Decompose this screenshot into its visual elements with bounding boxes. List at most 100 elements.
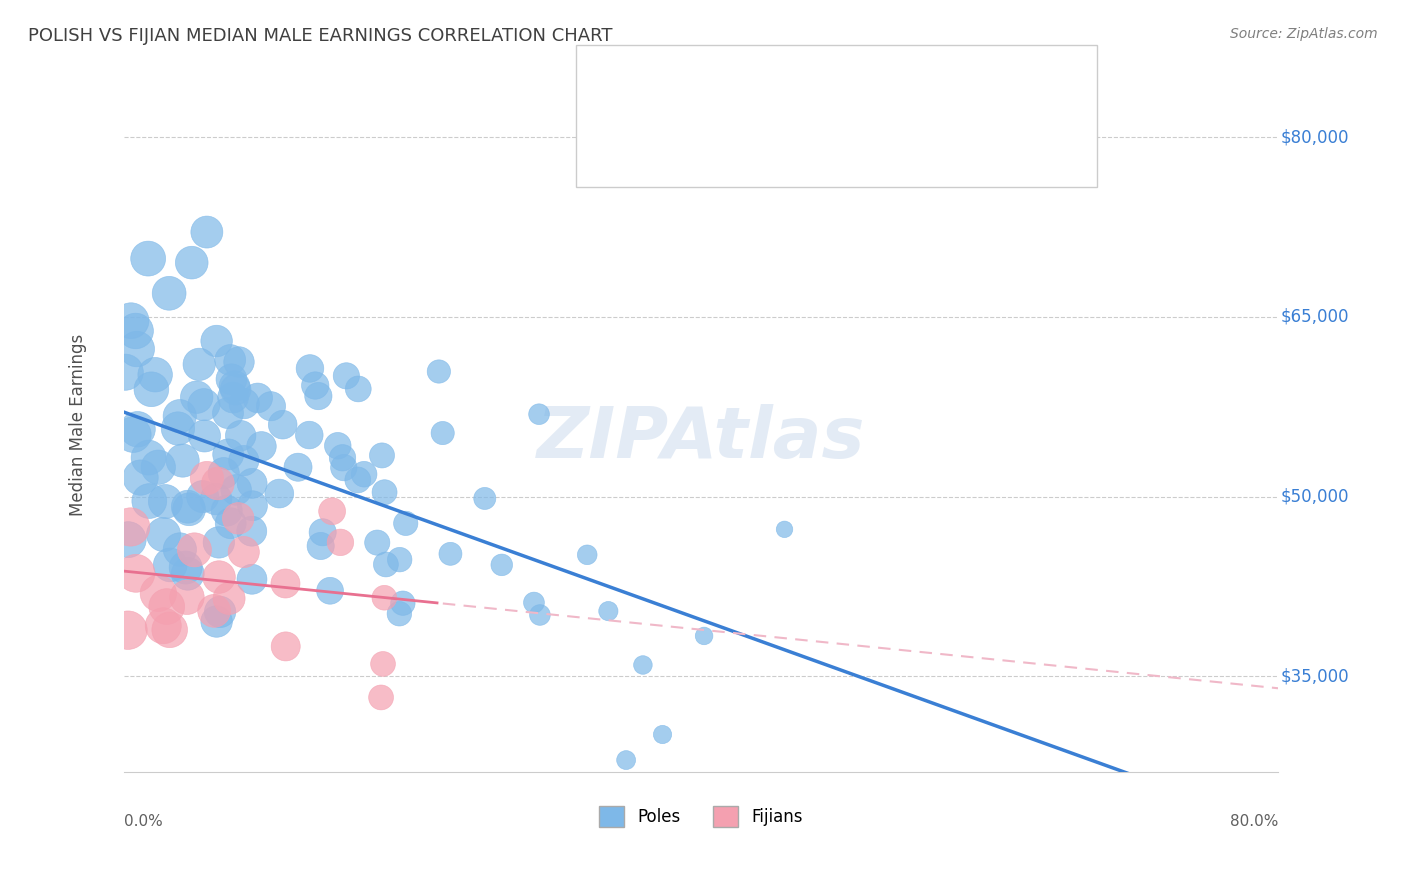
Text: 23: 23	[893, 120, 915, 138]
Point	[240, 524, 263, 539]
Point	[217, 406, 239, 420]
Point	[287, 460, 309, 475]
Point	[250, 439, 273, 453]
Point	[319, 583, 342, 598]
Point	[260, 399, 283, 413]
Point	[240, 572, 263, 586]
Point	[614, 753, 637, 767]
Text: $50,000: $50,000	[1281, 488, 1348, 506]
Text: Source: ZipAtlas.com: Source: ZipAtlas.com	[1230, 27, 1378, 41]
Point	[346, 473, 368, 487]
Point	[491, 558, 513, 572]
Point	[217, 447, 239, 461]
Point	[366, 535, 388, 549]
Point	[474, 491, 496, 506]
Point	[159, 623, 181, 637]
Point	[176, 591, 198, 605]
Text: 80.0%: 80.0%	[1230, 814, 1278, 829]
Point	[298, 361, 321, 376]
Point	[439, 547, 461, 561]
Point	[225, 383, 247, 397]
Point	[212, 466, 235, 480]
Legend: Poles, Fijians: Poles, Fijians	[592, 799, 810, 833]
Point	[117, 533, 139, 547]
Point	[114, 365, 136, 379]
Point	[269, 486, 291, 500]
Point	[271, 417, 294, 432]
Point	[307, 389, 329, 403]
Point	[195, 471, 218, 485]
Point	[205, 334, 228, 348]
Point	[371, 449, 394, 463]
Point	[335, 368, 357, 383]
Text: R =: R =	[682, 76, 721, 94]
Text: R =: R =	[682, 120, 721, 138]
Point	[138, 450, 160, 465]
Point	[155, 494, 177, 508]
Point	[177, 566, 200, 581]
Point	[576, 548, 599, 562]
Point	[148, 586, 170, 600]
Point	[193, 429, 215, 443]
Point	[195, 225, 218, 239]
Text: $65,000: $65,000	[1281, 308, 1348, 326]
Point	[370, 690, 392, 705]
Point	[309, 539, 332, 553]
Point	[122, 427, 145, 442]
Point	[527, 407, 550, 421]
Point	[373, 591, 395, 605]
Point	[156, 599, 179, 614]
Point	[167, 421, 190, 435]
Point	[274, 576, 297, 591]
Point	[141, 382, 163, 396]
Point	[773, 522, 796, 536]
Point	[232, 453, 254, 467]
Point	[274, 640, 297, 654]
Point	[117, 623, 139, 637]
Point	[326, 439, 349, 453]
Point	[233, 396, 256, 410]
Point	[371, 657, 394, 671]
Point	[120, 314, 142, 328]
Point	[129, 470, 152, 484]
Point	[374, 485, 396, 500]
Point	[169, 542, 191, 557]
Point	[124, 324, 146, 338]
Point	[598, 604, 620, 618]
Point	[392, 596, 415, 610]
Point	[329, 535, 352, 549]
Text: POLISH VS FIJIAN MEDIAN MALE EARNINGS CORRELATION CHART: POLISH VS FIJIAN MEDIAN MALE EARNINGS CO…	[28, 27, 613, 45]
Point	[347, 382, 370, 396]
Point	[177, 502, 200, 516]
Point	[120, 520, 142, 534]
Point	[221, 372, 243, 386]
Text: N =: N =	[837, 76, 876, 94]
Point	[242, 499, 264, 513]
Point	[207, 476, 229, 491]
Point	[232, 545, 254, 559]
Point	[523, 596, 546, 610]
Point	[209, 605, 232, 619]
Point	[228, 355, 250, 369]
Point	[138, 494, 160, 508]
Text: -0.149: -0.149	[738, 120, 796, 138]
Point	[125, 342, 148, 356]
Point	[224, 379, 246, 393]
Text: ZIPAtlas: ZIPAtlas	[537, 404, 865, 473]
Point	[304, 378, 326, 392]
Point	[169, 409, 191, 424]
Point	[208, 570, 231, 584]
Point	[374, 558, 396, 572]
Point	[136, 252, 159, 266]
Point	[332, 450, 354, 465]
Point	[298, 428, 321, 442]
Point	[208, 535, 231, 549]
Point	[246, 391, 269, 405]
Point	[125, 566, 148, 581]
Point	[693, 629, 716, 643]
Point	[651, 727, 673, 741]
Point	[202, 604, 225, 618]
Point	[218, 591, 240, 606]
Point	[226, 511, 249, 525]
Point	[225, 483, 247, 497]
